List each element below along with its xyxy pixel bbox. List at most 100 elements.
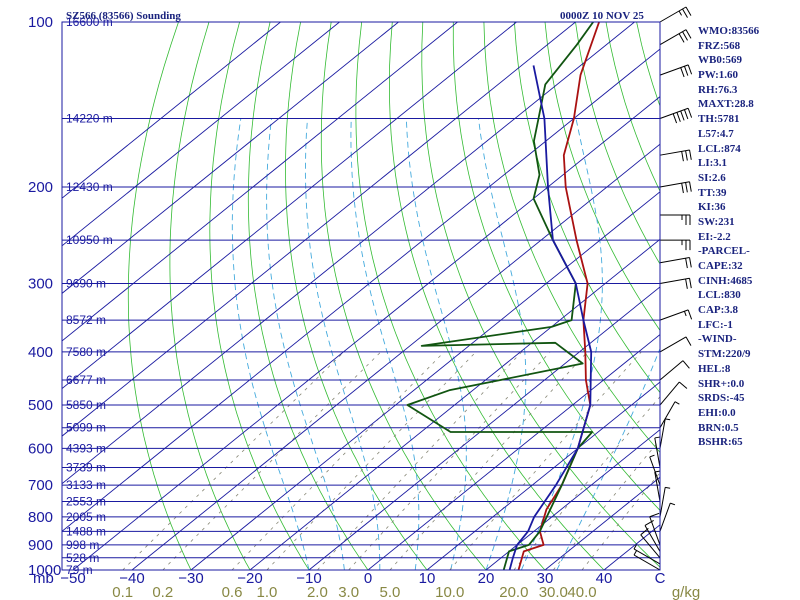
index-item: KI:36 xyxy=(698,201,726,214)
height-label: 7580 m xyxy=(66,345,106,359)
index-item: -WIND- xyxy=(698,333,737,346)
mixing-ratio-line xyxy=(162,351,382,570)
wind-barb xyxy=(659,181,692,194)
isotherm xyxy=(485,429,660,570)
height-label: 528 m xyxy=(66,551,99,565)
x-unit-prefix: mb xyxy=(33,570,54,587)
wind-barb-flag xyxy=(685,278,688,289)
mixing-ratio-label: 30.0 xyxy=(539,584,568,600)
wind-barb-flag xyxy=(687,309,693,320)
height-label: 9690 m xyxy=(66,276,106,290)
wind-barb-flag xyxy=(672,113,678,124)
wind-barb-shaft xyxy=(659,29,687,46)
wind-barb-flag xyxy=(685,150,688,161)
index-item: TT:39 xyxy=(698,186,727,199)
wind-barb-shaft xyxy=(659,64,689,76)
wind-barb xyxy=(659,401,680,428)
wind-barb-flag xyxy=(689,181,692,192)
index-item: EI:-2.2 xyxy=(698,230,731,243)
wind-barb-flag xyxy=(681,183,684,194)
isotherm xyxy=(62,22,635,485)
index-item: CINH:4685 xyxy=(698,274,753,287)
index-item: SW:231 xyxy=(698,215,735,228)
index-item: PW:1.60 xyxy=(698,69,739,82)
index-item: LCL:874 xyxy=(698,142,741,155)
wind-barb xyxy=(649,512,661,546)
wind-barb-shaft xyxy=(659,381,680,406)
wind-barb-shaft xyxy=(649,456,661,486)
height-label: 16600 m xyxy=(66,15,113,29)
index-item: SHR+:0.0 xyxy=(698,377,745,390)
valid-time: 0000Z 10 NOV 25 xyxy=(560,10,644,22)
isotherm xyxy=(544,476,660,570)
wind-barb-shaft xyxy=(654,471,661,502)
pressure-tick-label: 200 xyxy=(28,179,53,196)
mixing-ratio-line xyxy=(231,351,445,570)
wind-barb-flag xyxy=(654,436,660,439)
wind-barb-shaft xyxy=(659,181,690,188)
temperature-tick-label: 10 xyxy=(419,570,436,587)
chart-grid xyxy=(62,22,660,570)
isotherm xyxy=(62,22,458,342)
mixing-ratio-label: 3.0 xyxy=(338,584,359,600)
isotherm xyxy=(62,22,340,247)
wind-barb-flag xyxy=(678,33,685,43)
wind-barb-shaft xyxy=(633,548,661,565)
temperature-tick-label: −50 xyxy=(60,570,85,587)
index-item: LI:3.1 xyxy=(698,157,728,170)
height-label: 12430 m xyxy=(66,180,113,194)
wind-barb xyxy=(659,336,692,353)
wind-barb-flag xyxy=(683,66,689,76)
wind-barb xyxy=(659,149,692,162)
wind-barb xyxy=(633,550,661,571)
wind-barb-flag xyxy=(633,544,637,550)
wind-barb xyxy=(659,64,693,78)
pressure-tick-label: 400 xyxy=(28,344,53,361)
isotherm xyxy=(62,22,281,199)
isotherm xyxy=(62,48,660,532)
index-item: LCL:830 xyxy=(698,289,741,302)
wind-barb-shaft xyxy=(659,257,690,264)
wind-barb-flag xyxy=(649,454,655,458)
mixing-ratio-label: 40.0 xyxy=(567,584,596,600)
dry-adiabat xyxy=(355,22,546,570)
index-item: STM:220/9 xyxy=(698,348,751,361)
mixing-ratio-label: 0.2 xyxy=(152,584,173,600)
wind-barb-shaft xyxy=(659,336,687,353)
mixing-ratio-label: 2.0 xyxy=(307,584,328,600)
isotherm xyxy=(190,191,660,570)
wind-barb-flag xyxy=(644,520,654,526)
wind-barb xyxy=(659,107,693,124)
height-label: 79 m xyxy=(66,563,93,577)
mixing-ratio-label: 10.0 xyxy=(435,584,464,600)
height-label: 14220 m xyxy=(66,111,113,125)
isotherm xyxy=(426,381,660,570)
wind-barb-flag xyxy=(682,31,688,41)
wind-barb xyxy=(659,486,671,517)
height-label: 10950 m xyxy=(66,233,113,247)
index-item: MAXT:28.8 xyxy=(698,98,754,111)
wind-barb xyxy=(644,520,661,552)
wind-barb xyxy=(659,309,693,321)
index-item: TH:5781 xyxy=(698,113,740,126)
wind-barb xyxy=(659,418,671,449)
temperature-tick-label: −40 xyxy=(119,570,144,587)
moist-adiabat xyxy=(304,118,381,570)
wind-barb xyxy=(659,277,692,289)
wind-barb-flag xyxy=(689,257,692,268)
index-item: BRN:0.5 xyxy=(698,421,739,434)
wind-barb-shaft xyxy=(649,516,661,546)
wind-barb-shaft xyxy=(659,107,689,119)
index-item: CAPE:32 xyxy=(698,260,743,272)
dewpoint-line xyxy=(406,22,594,570)
index-item: WMO:83566 xyxy=(698,25,760,37)
wind-barb-flag xyxy=(674,401,680,405)
mixing-ratio-label: 1.0 xyxy=(257,584,278,600)
wind-barb-flag xyxy=(681,151,684,162)
parcel-line xyxy=(508,65,593,570)
height-label: 6677 m xyxy=(66,373,106,387)
wind-barb-shaft xyxy=(659,6,687,23)
wind-barb-shaft xyxy=(659,309,689,321)
wind-barb xyxy=(659,360,690,381)
